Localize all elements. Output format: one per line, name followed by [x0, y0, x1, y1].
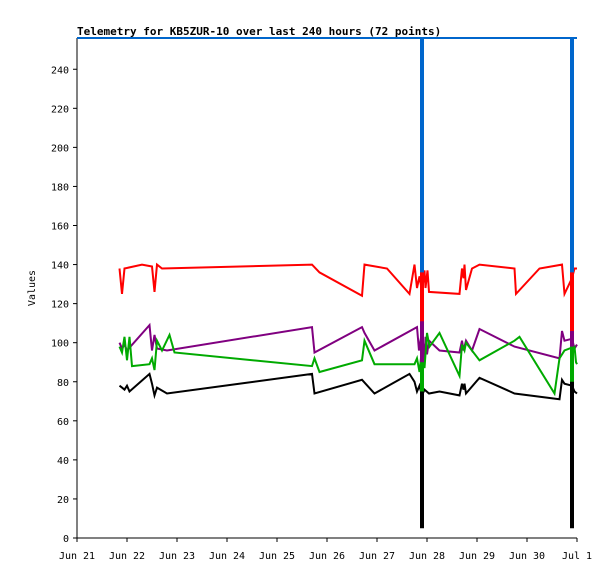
tick-labels: 0 20 40 60 80 100 120 140 160 180 200 220 240 Jun 21 J…	[51, 65, 592, 562]
x-tick-label: Jun 22	[109, 551, 145, 562]
x-tick-label: Jun 26	[309, 551, 345, 562]
y-tick-label: 80	[57, 378, 69, 389]
x-tick-label: Jun 27	[359, 551, 395, 562]
x-tick-label: Jun 28	[409, 551, 445, 562]
series-line-4	[118, 372, 578, 401]
chart-title: Telemetry for KB5ZUR-10 over last 240 ho…	[77, 25, 441, 38]
y-tick-label: 240	[51, 65, 69, 76]
x-tick-label: Jun 23	[159, 551, 195, 562]
y-tick-label: 140	[51, 261, 69, 272]
series-line-3	[118, 330, 578, 397]
y-tick-label: 20	[57, 495, 69, 506]
series-lines	[118, 262, 578, 401]
y-tick-label: 120	[51, 300, 69, 311]
spikes	[420, 38, 574, 529]
y-tick-label: 40	[57, 456, 69, 467]
y-tick-label: 180	[51, 182, 69, 193]
y-tick-label: 0	[63, 534, 69, 545]
x-tick-label: Jun 30	[509, 551, 545, 562]
x-tick-label: Jun 25	[259, 551, 295, 562]
series-line-2	[118, 322, 578, 361]
y-tick-label: 200	[51, 143, 69, 154]
x-tick-label: Jun 21	[59, 551, 95, 562]
y-tick-label: 220	[51, 104, 69, 115]
y-tick-label: 160	[51, 222, 69, 233]
y-tick-label: 60	[57, 417, 69, 428]
x-tick-label: Jun 24	[209, 551, 245, 562]
y-tick-label: 100	[51, 339, 69, 350]
y-axis-label: Values	[27, 270, 38, 306]
x-tick-label: Jul 1	[562, 551, 592, 562]
series-line-1	[118, 262, 577, 298]
axes	[76, 37, 577, 539]
x-tick-label: Jun 29	[459, 551, 495, 562]
